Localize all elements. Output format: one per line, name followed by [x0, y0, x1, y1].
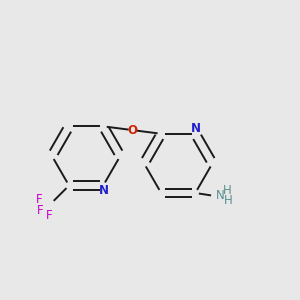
Text: F: F [35, 193, 42, 206]
Text: N: N [216, 189, 225, 202]
Text: O: O [127, 124, 137, 136]
Text: F: F [37, 203, 44, 217]
Text: H: H [223, 184, 232, 196]
Text: F: F [46, 209, 53, 222]
Text: H: H [224, 194, 233, 207]
Text: N: N [99, 184, 109, 197]
Text: N: N [191, 122, 201, 135]
